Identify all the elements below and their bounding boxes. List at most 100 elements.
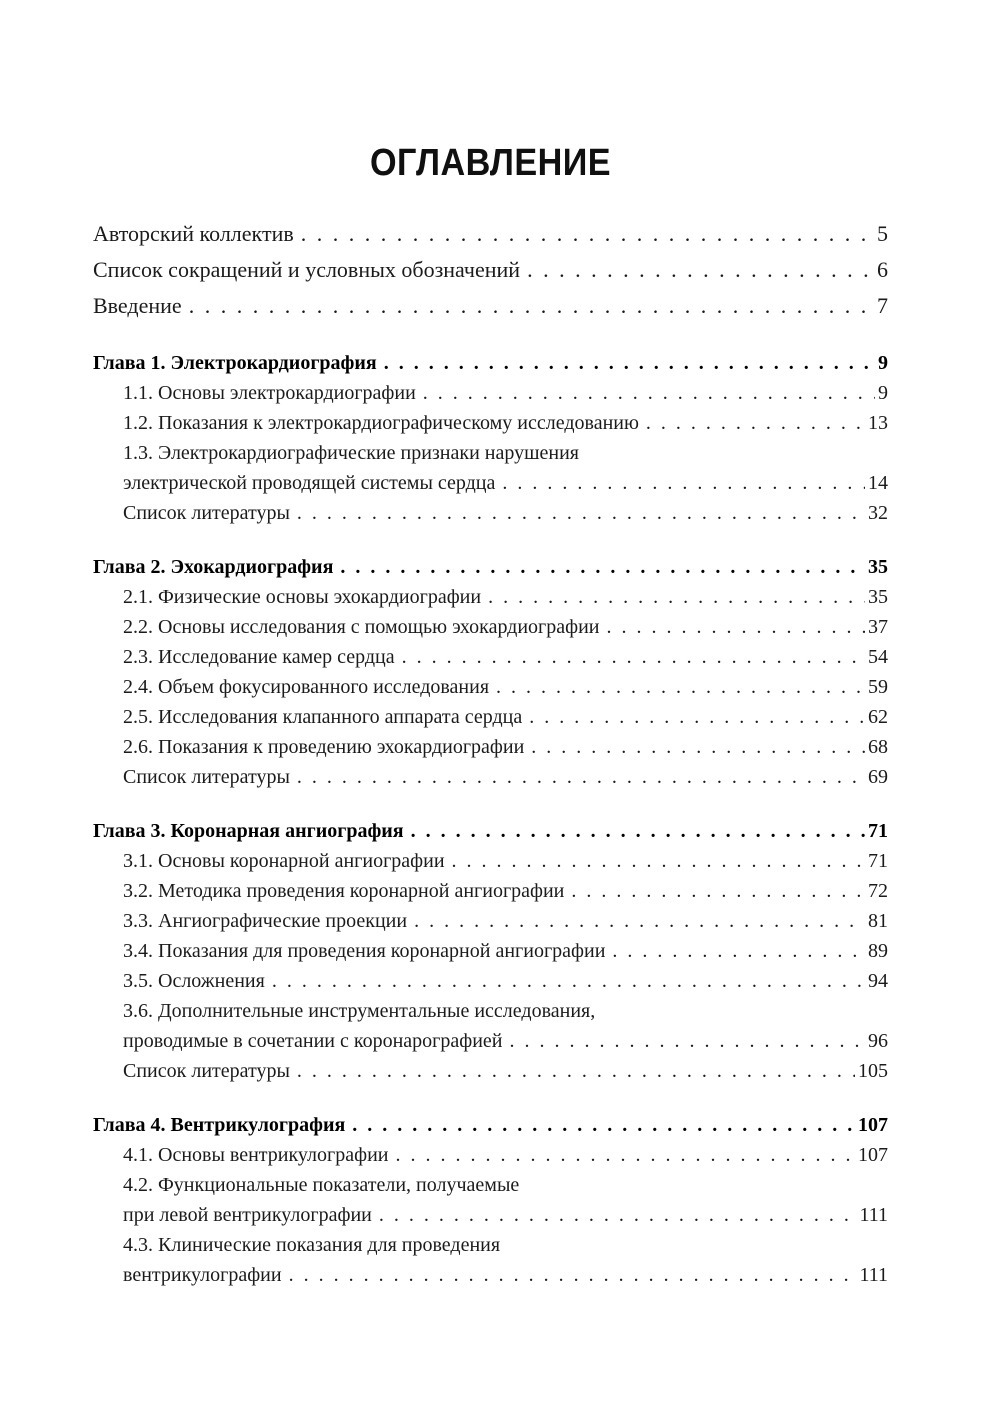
toc-item: 3.4. Показания для проведения коронарной… — [93, 936, 888, 966]
page-number: 5 — [877, 221, 888, 246]
page-number: 69 — [868, 766, 888, 788]
entry-label: 3.5. Осложнения — [123, 970, 265, 992]
entry-label: 2.6. Показания к проведению эхокардиогра… — [123, 736, 525, 758]
page-number: 32 — [868, 502, 888, 524]
page-number: 62 — [868, 706, 888, 728]
toc-item-continuation: проводимые в сочетании с коронарографией… — [93, 1026, 888, 1056]
chapter-section: Глава 4. Вентрикулография . . . . . . . .… — [93, 1110, 888, 1290]
toc-item: Список литературы . . . . . . . . . . . .… — [93, 762, 888, 792]
page-number: 72 — [868, 880, 888, 902]
dot-leader: . . . . . . . . . . . . . . . . . . . . … — [612, 940, 865, 962]
page-number: 37 — [868, 616, 888, 638]
page-number: 59 — [868, 676, 888, 698]
entry-label: Глава 1. Электрокардиография — [93, 352, 377, 374]
page-number: 7 — [877, 293, 888, 318]
toc-item: 3.3. Ангиографические проекции . . . . . … — [93, 906, 888, 936]
dot-leader: . . . . . . . . . . . . . . . . . . . . … — [410, 820, 865, 842]
dot-leader: . . . . . . . . . . . . . . . . . . . . … — [395, 1144, 855, 1166]
page-number: 9 — [878, 352, 888, 374]
chapter-section: Глава 2. Эхокардиография . . . . . . . . … — [93, 552, 888, 792]
toc-item: 1.1. Основы электрокардиографии . . . . .… — [93, 378, 888, 408]
entry-label: 2.4. Объем фокусированного исследования — [123, 676, 490, 698]
entry-label: Список литературы — [123, 1060, 290, 1082]
dot-leader: . . . . . . . . . . . . . . . . . . . . … — [451, 850, 865, 872]
dot-leader: . . . . . . . . . . . . . . . . . . . . … — [496, 676, 865, 698]
chapter-section: Глава 3. Коронарная ангиография . . . . .… — [93, 816, 888, 1086]
entry-label: 3.1. Основы коронарной ангиографии — [123, 850, 445, 872]
page-number: 6 — [877, 257, 888, 282]
entry-label: при левой вентрикулографии — [123, 1204, 372, 1226]
toc-item: 2.4. Объем фокусированного исследования.… — [93, 672, 888, 702]
entry-label: 3.6. Дополнительные инструментальные исс… — [123, 1000, 596, 1022]
entry-label: 3.3. Ангиографические проекции — [123, 910, 408, 932]
entry-label: Авторский коллектив — [93, 221, 294, 246]
toc-chapter-heading: Глава 3. Коронарная ангиография . . . . .… — [93, 816, 888, 846]
entry-label: 2.5. Исследования клапанного аппарата се… — [123, 706, 523, 728]
toc-item: 1.2. Показания к электрокардиографическо… — [93, 408, 888, 438]
entry-label: 1.2. Показания к электрокардиографическо… — [123, 412, 639, 434]
toc-item: 3.1. Основы коронарной ангиографии . . . … — [93, 846, 888, 876]
entry-label: Глава 3. Коронарная ангиография — [93, 820, 404, 842]
dot-leader: . . . . . . . . . . . . . . . . . . . . … — [296, 1060, 855, 1082]
dot-leader: . . . . . . . . . . . . . . . . . . . . … — [645, 412, 865, 434]
toc-item: 2.6. Показания к проведению эхокардиогра… — [93, 732, 888, 762]
entry-label: проводимые в сочетании с коронарографией — [123, 1030, 503, 1052]
toc-item-continuation: электрической проводящей системы сердца.… — [93, 468, 888, 498]
toc-item-continuation: вентрикулографии . . . . . . . . . . . . … — [93, 1260, 888, 1290]
page-number: 71 — [868, 850, 888, 872]
page-number: 105 — [858, 1060, 888, 1082]
toc-item: 2.3. Исследование камер сердца . . . . . … — [93, 642, 888, 672]
entry-label: Глава 2. Эхокардиография — [93, 556, 334, 578]
entry-label: 3.2. Методика проведения коронарной анги… — [123, 880, 565, 902]
toc-entry-front: Список сокращений и условных обозначений… — [93, 252, 888, 288]
dot-leader: . . . . . . . . . . . . . . . . . . . . … — [527, 257, 874, 282]
toc-item: 2.5. Исследования клапанного аппарата се… — [93, 702, 888, 732]
page-number: 89 — [868, 940, 888, 962]
page-number: 68 — [868, 736, 888, 758]
toc-item: 3.6. Дополнительные инструментальные исс… — [93, 996, 888, 1026]
toc-item: 4.2. Функциональные показатели, получаем… — [93, 1170, 888, 1200]
front-matter-list: Авторский коллектив. . . . . . . . . . .… — [93, 216, 888, 324]
dot-leader: . . . . . . . . . . . . . . . . . . . . … — [340, 556, 865, 578]
dot-leader: . . . . . . . . . . . . . . . . . . . . … — [401, 646, 865, 668]
dot-leader: . . . . . . . . . . . . . . . . . . . . … — [414, 910, 865, 932]
page-number: 107 — [858, 1114, 888, 1136]
dot-leader: . . . . . . . . . . . . . . . . . . . . … — [509, 1030, 865, 1052]
toc-item-continuation: при левой вентрикулографии . . . . . . . … — [93, 1200, 888, 1230]
dot-leader: . . . . . . . . . . . . . . . . . . . . … — [529, 706, 865, 728]
toc-chapter-heading: Глава 4. Вентрикулография . . . . . . . .… — [93, 1110, 888, 1140]
entry-label: 4.3. Клинические показания для проведени… — [123, 1234, 501, 1256]
entry-label: 4.1. Основы вентрикулографии — [123, 1144, 389, 1166]
entry-label: 2.3. Исследование камер сердца — [123, 646, 395, 668]
page-number: 13 — [868, 412, 888, 434]
toc-entry-front: Введение. . . . . . . . . . . . . . . . … — [93, 288, 888, 324]
toc-item: 3.5. Осложнения . . . . . . . . . . . . .… — [93, 966, 888, 996]
page-number: 54 — [868, 646, 888, 668]
entry-label: 4.2. Функциональные показатели, получаем… — [123, 1174, 520, 1196]
dot-leader: . . . . . . . . . . . . . . . . . . . . … — [488, 586, 865, 608]
dot-leader: . . . . . . . . . . . . . . . . . . . . … — [300, 221, 874, 246]
toc-item: 4.1. Основы вентрикулографии . . . . . . … — [93, 1140, 888, 1170]
page-number: 111 — [859, 1264, 888, 1286]
toc-item: 1.3. Электрокардиографические признаки н… — [93, 438, 888, 468]
page-number: 14 — [868, 472, 888, 494]
toc-chapter-heading: Глава 1. Электрокардиография . . . . . . … — [93, 348, 888, 378]
toc-item: 2.1. Физические основы эхокардиографии . … — [93, 582, 888, 612]
entry-label: электрической проводящей системы сердца — [123, 472, 496, 494]
toc-item: Список литературы . . . . . . . . . . . .… — [93, 1056, 888, 1086]
entry-label: Введение — [93, 293, 182, 318]
page-number: 96 — [868, 1030, 888, 1052]
dot-leader: . . . . . . . . . . . . . . . . . . . . … — [571, 880, 865, 902]
dot-leader: . . . . . . . . . . . . . . . . . . . . … — [502, 472, 865, 494]
toc-entry-front: Авторский коллектив. . . . . . . . . . .… — [93, 216, 888, 252]
dot-leader: . . . . . . . . . . . . . . . . . . . . … — [378, 1204, 857, 1226]
toc-item: Список литературы . . . . . . . . . . . .… — [93, 498, 888, 528]
entry-label: 1.1. Основы электрокардиографии — [123, 382, 416, 404]
page-number: 35 — [868, 586, 888, 608]
page-number: 35 — [868, 556, 888, 578]
entry-label: Глава 4. Вентрикулография — [93, 1114, 346, 1136]
entry-label: 1.3. Электрокардиографические признаки н… — [123, 442, 579, 464]
dot-leader: . . . . . . . . . . . . . . . . . . . . … — [531, 736, 865, 758]
dot-leader: . . . . . . . . . . . . . . . . . . . . … — [352, 1114, 855, 1136]
